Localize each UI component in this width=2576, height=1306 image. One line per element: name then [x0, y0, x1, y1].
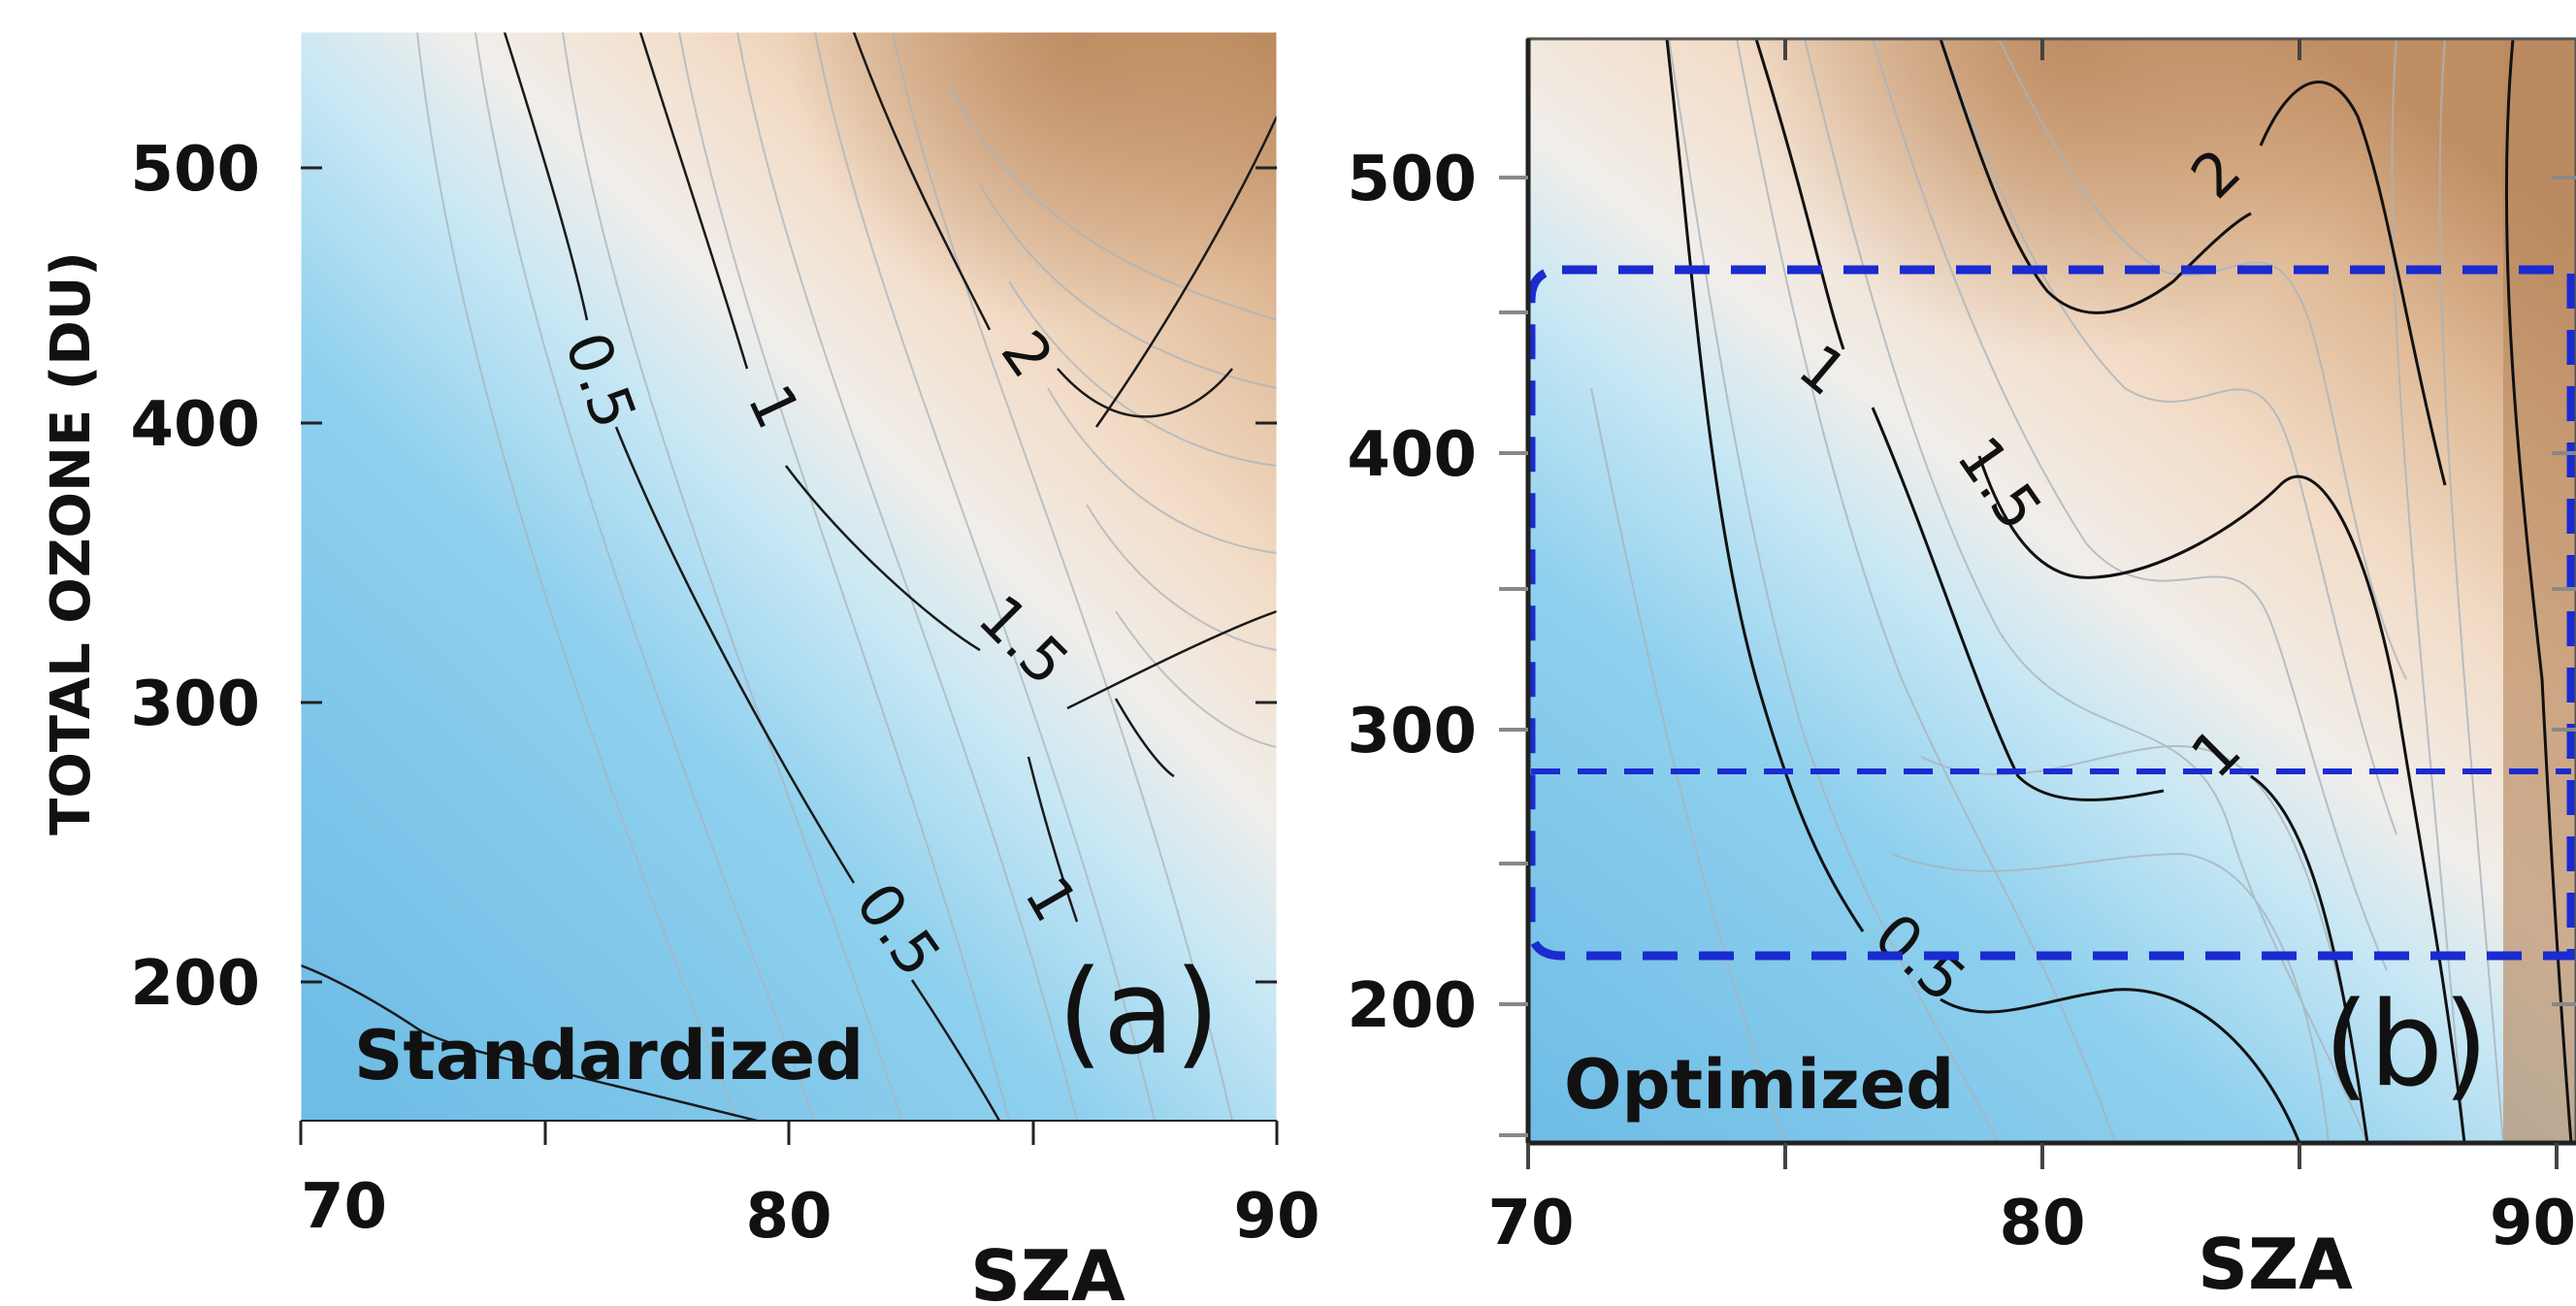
x-tick-label: 80 — [745, 1181, 831, 1253]
panel-b-x-ticks — [1526, 39, 2559, 1169]
x-tick-label: 70 — [301, 1171, 387, 1243]
x-tick-label: 90 — [1233, 1181, 1320, 1253]
panel-a-labeled-contours — [301, 32, 1277, 1121]
y-tick-label: 300 — [1347, 696, 1477, 767]
panel-a-plot-area: 0.5 1 2 1.5 0.5 1 — [301, 32, 1277, 1121]
x-tick-label: 70 — [1487, 1188, 1574, 1259]
y-tick-label: 500 — [1347, 144, 1477, 215]
panel-a-x-ticks — [299, 1121, 1279, 1145]
y-tick-label: 200 — [1347, 970, 1477, 1042]
panel-b-y-ticks — [1499, 176, 2576, 1137]
panel-a-label: (a) — [1058, 946, 1220, 1081]
y-tick-label: 200 — [130, 948, 260, 1020]
panel-b-maximum — [1528, 39, 2576, 621]
y-tick-label: 300 — [130, 669, 260, 740]
panel-a-y-ticks — [301, 166, 1277, 984]
x-axis-title: SZA — [970, 1235, 1125, 1306]
panel-a-isolines — [416, 32, 1277, 1121]
y-tick-label: 400 — [1347, 419, 1477, 491]
x-tick-label: 80 — [1999, 1188, 2085, 1259]
panel-b-highlight-box — [1528, 265, 2576, 961]
panel-a-annotation: Standardized — [354, 1016, 864, 1095]
panel-b-label: (b) — [2324, 978, 2489, 1113]
x-tick-label: 90 — [2490, 1188, 2576, 1259]
y-tick-label: 500 — [130, 134, 260, 206]
y-axis-title: TOTAL OZONE (DU) — [40, 251, 103, 835]
panel-b-labeled-contours — [1665, 39, 2573, 1143]
panel-b-annotation: Optimized — [1564, 1045, 1954, 1125]
panel-b-plot-area: 2 1 1.5 1 0.5 — [1528, 39, 2576, 1143]
y-tick-label: 400 — [130, 389, 260, 461]
x-axis-title: SZA — [2198, 1224, 2353, 1305]
panel-a: 0.5 1 2 1.5 0.5 1 70 80 90 5 — [40, 31, 1321, 1306]
panel-a-maximum — [301, 32, 1277, 614]
panel-b: 2 1 1.5 1 0.5 — [1347, 37, 2576, 1305]
